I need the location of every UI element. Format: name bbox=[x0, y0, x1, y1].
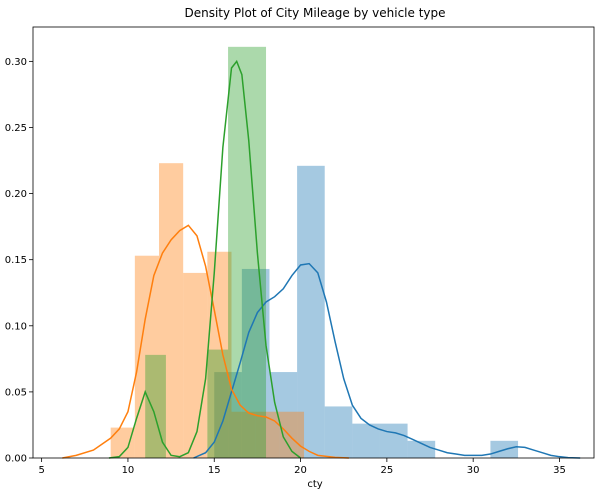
hist-bar-s0-b7 bbox=[407, 440, 436, 458]
y-tick-label-4: 0.20 bbox=[5, 189, 27, 200]
hist-bar-s1-b2 bbox=[159, 163, 184, 458]
kde-line-s0 bbox=[193, 262, 581, 459]
x-tick-label-5: 30 bbox=[467, 465, 480, 476]
hist-bar-s2-b3 bbox=[207, 349, 229, 458]
kde-line-s1 bbox=[62, 224, 349, 459]
hist-bar-s1-b3 bbox=[183, 272, 208, 458]
hist-bar-s0-b0 bbox=[214, 372, 242, 458]
x-tick-label-2: 15 bbox=[208, 465, 221, 476]
chart-title: Density Plot of City Mileage by vehicle … bbox=[184, 6, 445, 20]
x-tick-label-4: 25 bbox=[380, 465, 393, 476]
hist-bar-s0-b4 bbox=[324, 406, 353, 458]
y-tick-label-0: 0.00 bbox=[5, 454, 27, 465]
histogram-layer bbox=[110, 46, 519, 458]
y-tick-label-1: 0.05 bbox=[5, 387, 27, 398]
x-tick-label-1: 10 bbox=[122, 465, 135, 476]
x-axis-label: cty bbox=[307, 479, 322, 490]
hist-bar-s0-b1 bbox=[241, 268, 270, 458]
hist-bar-s1-b5 bbox=[231, 411, 256, 458]
x-axis: 5 10 15 20 25 30 35 bbox=[38, 458, 566, 476]
hist-bar-s2-b0 bbox=[145, 354, 166, 458]
y-tick-label-2: 0.10 bbox=[5, 321, 27, 332]
hist-bar-s0-b6 bbox=[379, 423, 408, 458]
hist-bar-s0-b5 bbox=[352, 423, 380, 458]
y-tick-label-3: 0.15 bbox=[5, 255, 27, 266]
kde-layer bbox=[62, 59, 581, 459]
x-tick-label-0: 5 bbox=[38, 465, 44, 476]
hist-bar-s1-b4 bbox=[207, 251, 232, 458]
hist-bar-s0-b2 bbox=[269, 372, 298, 458]
x-tick-label-6: 35 bbox=[553, 465, 566, 476]
y-tick-label-6: 0.30 bbox=[5, 57, 27, 68]
plot-frame bbox=[32, 26, 595, 459]
hist-bar-s1-b6 bbox=[255, 411, 280, 458]
x-tick-label-3: 20 bbox=[294, 465, 307, 476]
hist-bar-s0-b3 bbox=[297, 165, 325, 458]
y-axis: 0.00 0.05 0.10 0.15 0.20 0.25 0.30 bbox=[5, 57, 33, 465]
hist-bar-s2-b4 bbox=[228, 46, 267, 458]
kde-line-s2 bbox=[108, 59, 302, 459]
y-tick-label-5: 0.25 bbox=[5, 123, 27, 134]
